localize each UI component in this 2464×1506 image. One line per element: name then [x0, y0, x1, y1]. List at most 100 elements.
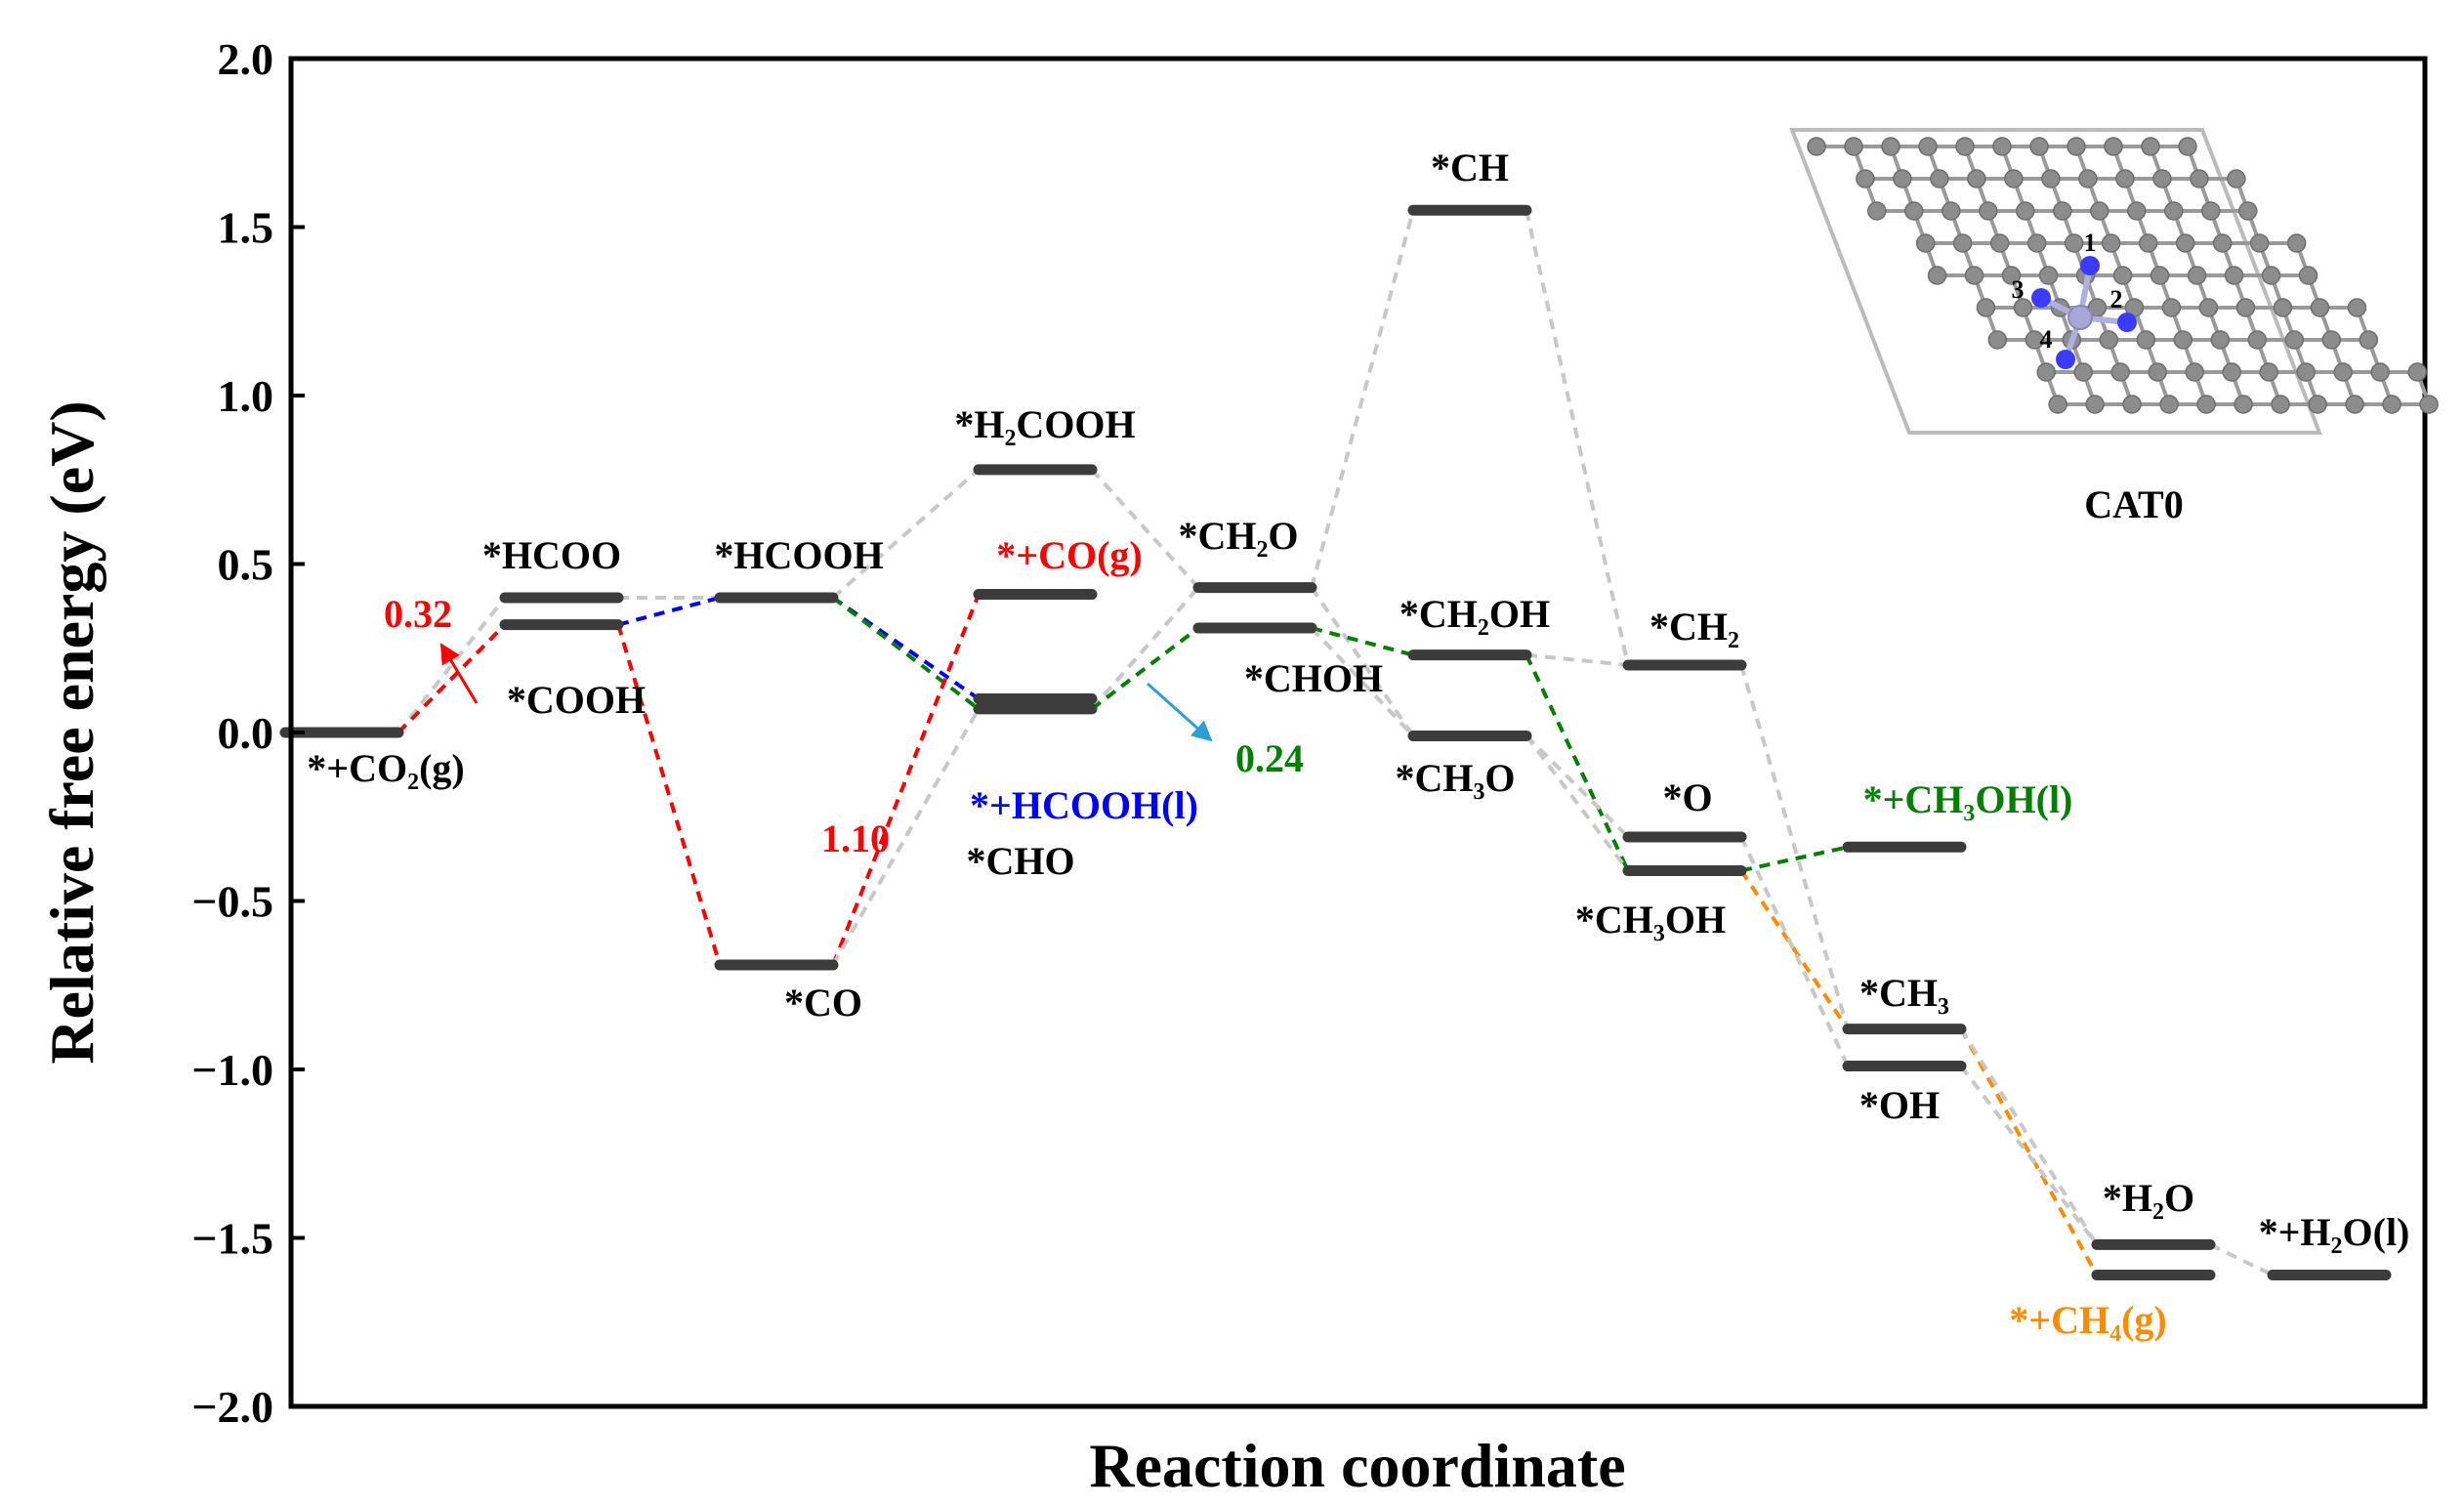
inset-carbon-atom	[2122, 395, 2142, 414]
inset-cell-outline	[1789, 128, 2322, 435]
inset-carbon-atom	[1967, 169, 1986, 188]
inset-carbon-atom	[2041, 169, 2061, 188]
inset-carbon-atom	[2198, 298, 2219, 317]
inset-carbon-atom	[2212, 233, 2233, 253]
level-label-ch2oh: *CH₂OH	[1399, 592, 1550, 636]
level-label-co: *CO	[784, 981, 862, 1025]
inset-carbon-atom	[1904, 201, 1924, 221]
inset-carbon-atom	[1976, 298, 1996, 317]
connector-ch2o-ch3o	[1310, 586, 1415, 737]
inset-carbon-atom	[2029, 137, 2049, 156]
inset-carbon-atom	[2053, 201, 2072, 221]
inset-carbon-atom	[2104, 137, 2123, 156]
inset-carbon-atom	[2196, 395, 2216, 414]
inset-carbon-atom	[1856, 169, 1875, 188]
y-tick-label: 1.5	[218, 203, 274, 253]
inset-carbon-atom	[2152, 169, 2172, 188]
annotation-layer: 0.32 1.10 0.24	[384, 592, 1304, 860]
connector-ch2o-ch	[1310, 209, 1415, 589]
inset-metal-atom	[2067, 305, 2093, 330]
connector-hcooh-h2cooh	[831, 468, 981, 600]
level-label-co2: *+CO₂(g)	[307, 746, 464, 790]
inset-carbon-atom	[1867, 201, 1887, 221]
connector-co2-cooh	[397, 623, 507, 734]
connector-cho-choh	[1090, 626, 1200, 711]
level-label-layer: *+CO₂(g) *HCOO *COOH *HCOOH *CO *H₂COOH *+CO(g…	[307, 146, 2409, 1342]
inset-carbon-atom	[2201, 201, 2221, 221]
inset-carbon-atom	[1927, 266, 1947, 285]
inset-carbon-atom	[2321, 330, 2342, 350]
connector-h2o-h2o_l	[2209, 1242, 2274, 1277]
connector-ch2oh-ch3oh	[1524, 653, 1630, 872]
arrow-0-24	[1147, 682, 1213, 742]
inset-carbon-atom	[2224, 266, 2244, 285]
inset-carbon-atom	[1989, 233, 2010, 253]
inset-carbon-atom	[1964, 266, 1984, 285]
y-tick-label: −0.5	[191, 877, 273, 927]
level-label-ch3: *CH₃	[1859, 971, 1949, 1015]
catalyst-structure-inset: 1 2 3 4 CAT0	[1789, 128, 2439, 526]
inset-carbon-atom	[2185, 362, 2204, 382]
connector-choh-ch3o	[1310, 626, 1415, 737]
inset-carbon-atom	[2234, 395, 2253, 414]
inset-carbon-atom	[2370, 362, 2390, 382]
inset-site-number-4: 4	[2040, 325, 2053, 354]
inset-carbon-atom	[2099, 330, 2119, 350]
connector-ch3o-o	[1524, 734, 1630, 839]
connector-oh-h2o	[1959, 1065, 2099, 1246]
inset-carbon-atom	[1918, 137, 1938, 156]
inset-carbon-atom	[2296, 362, 2316, 382]
connector-h2cooh-ch2o	[1090, 468, 1200, 589]
y-tick-label: −2.0	[191, 1382, 273, 1432]
inset-carbon-atom	[1881, 137, 1900, 156]
inset-site-number-3: 3	[2012, 275, 2025, 304]
inset-carbon-atom	[2235, 298, 2256, 317]
inset-carbon-atom	[2004, 169, 2024, 188]
level-label-ch4_g: *+CH₄(g)	[2009, 1298, 2166, 1342]
inset-carbon-atom	[2067, 137, 2086, 156]
inset-carbon-atom	[2038, 266, 2059, 285]
inset-label: CAT0	[2084, 482, 2183, 526]
inset-carbon-atom	[2382, 395, 2401, 414]
inset-atoms	[1807, 137, 2439, 414]
y-tick-label: 0.5	[218, 540, 274, 590]
level-label-h2cooh: *H₂COOH	[954, 402, 1135, 446]
inset-carbon-atom	[2025, 330, 2045, 350]
connector-ch3o-ch3oh	[1524, 734, 1630, 872]
inset-carbon-atom	[2150, 266, 2170, 285]
inset-carbon-atom	[2210, 330, 2231, 350]
inset-site-number-2: 2	[2110, 285, 2123, 314]
inset-carbon-atom	[1952, 233, 1973, 253]
inset-carbon-atom	[2026, 233, 2047, 253]
inset-carbon-atom	[2238, 201, 2258, 221]
inset-carbon-atom	[2141, 137, 2160, 156]
inset-carbon-atom	[2127, 201, 2147, 221]
inset-carbon-atom	[2016, 201, 2035, 221]
inset-carbon-atom	[2036, 362, 2056, 382]
inset-carbon-atom	[2048, 395, 2067, 414]
level-label-hcoo: *HCOO	[482, 533, 621, 577]
connector-hcooh-cho	[831, 596, 981, 711]
level-label-cho: *CHO	[966, 839, 1074, 883]
connector-ch3-ch4_g	[1959, 1027, 2099, 1276]
level-label-choh: *CHOH	[1244, 656, 1383, 700]
inset-carbon-atom	[1893, 169, 1912, 188]
x-axis-title: Reaction coordinate	[1089, 1431, 1625, 1500]
level-label-co_g: *+CO(g)	[996, 533, 1142, 577]
inset-carbon-atom	[2136, 330, 2156, 350]
inset-carbon-atom	[1915, 233, 1936, 253]
connector-ch-ch2	[1524, 209, 1630, 666]
inset-carbon-atom	[2175, 233, 2195, 253]
connector-co2-hcoo	[397, 596, 507, 734]
annotation-co: 1.10	[821, 816, 890, 860]
y-axis-title: Relative free energy (eV)	[37, 400, 106, 1064]
inset-carbon-atom	[1955, 137, 1975, 156]
annotation-co2: 0.32	[384, 592, 452, 636]
inset-carbon-atom	[2073, 362, 2093, 382]
inset-carbon-atom	[2271, 395, 2290, 414]
inset-carbon-atom	[2001, 266, 2022, 285]
connector-cooh-co	[616, 624, 722, 966]
inset-carbon-atom	[2407, 362, 2427, 382]
connector-ch2oh-ch2	[1525, 652, 1629, 667]
